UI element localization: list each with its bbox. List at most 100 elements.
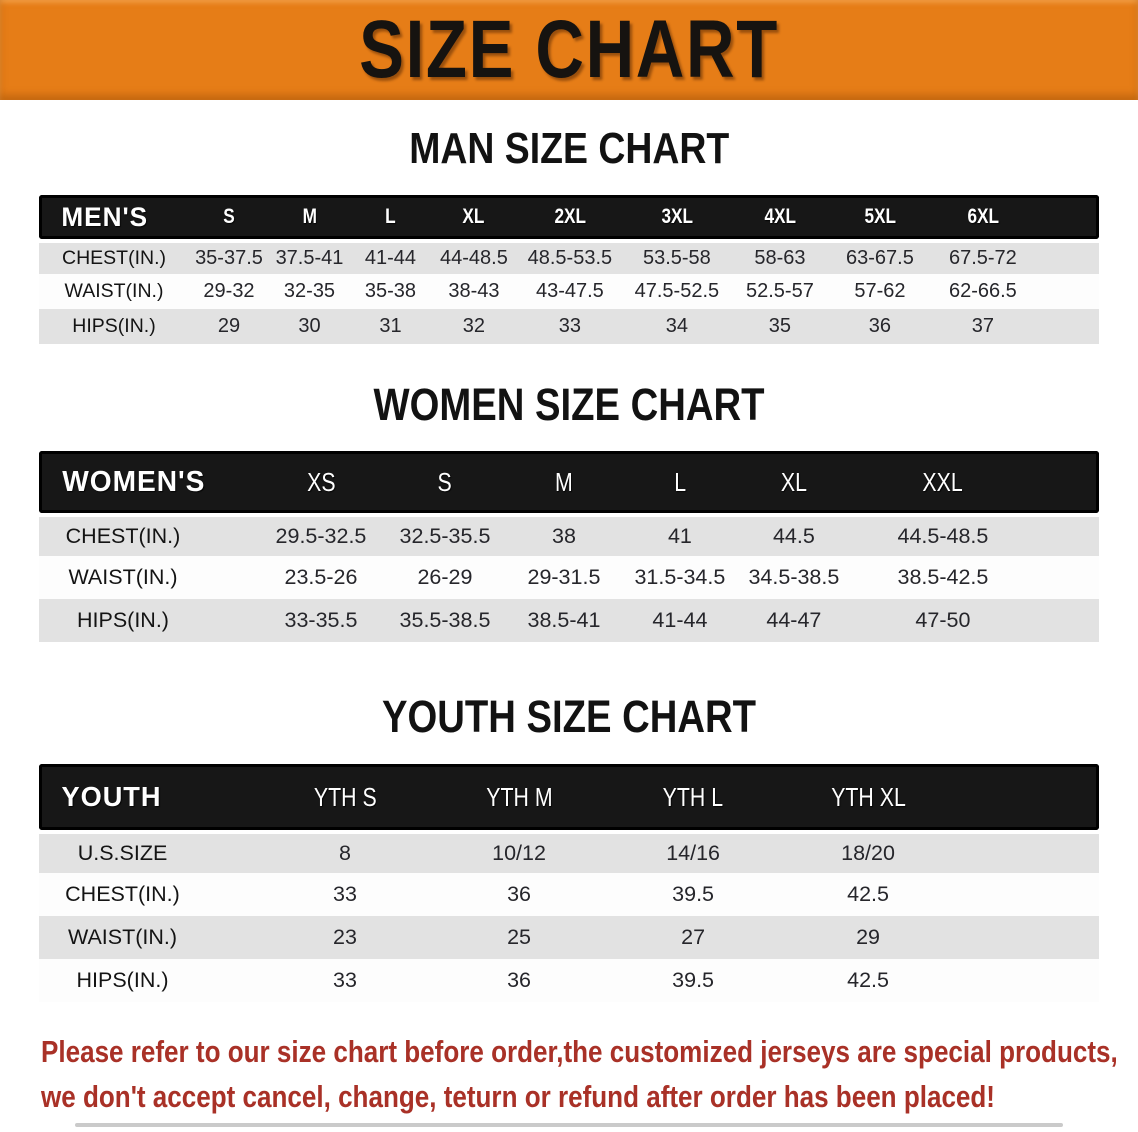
size-value-cell: 38-43	[430, 274, 517, 309]
size-value-cell: 23	[257, 916, 433, 959]
spacer-cell	[1034, 309, 1099, 344]
column-header-cell: XS	[258, 451, 383, 513]
row-label-cell: WAIST(IN.)	[39, 274, 189, 309]
size-value-cell: 37	[930, 309, 1035, 344]
column-header-cell: YTH M	[432, 764, 607, 830]
spacer-cell	[1034, 274, 1099, 309]
women-header-row: WOMEN'S XS S M L XL XXL	[39, 451, 1099, 513]
size-value-cell: 58-63	[730, 239, 829, 274]
men-chest-row: CHEST(IN.) 35-37.5 37.5-41 41-44 44-48.5…	[39, 239, 1099, 274]
spacer-cell	[1036, 451, 1099, 513]
size-value-cell: 29-31.5	[506, 556, 621, 599]
spacer-cell	[1036, 556, 1099, 599]
size-value-cell: 38.5-42.5	[848, 556, 1037, 599]
row-label-cell: HIPS(IN.)	[39, 599, 259, 642]
size-value-cell: 44-47	[738, 599, 849, 642]
bottom-divider	[75, 1123, 1063, 1127]
women-hips-row: HIPS(IN.) 33-35.5 35.5-38.5 38.5-41 41-4…	[39, 599, 1099, 642]
order-warning-text: Please refer to our size chart before or…	[41, 1029, 1138, 1119]
spacer-cell	[1034, 239, 1099, 274]
size-value-cell: 47.5-52.5	[622, 274, 731, 309]
size-value-cell: 35	[730, 309, 829, 344]
size-value-cell: 37.5-41	[269, 239, 350, 274]
size-value-cell: 44-48.5	[430, 239, 517, 274]
youth-chest-row: CHEST(IN.) 33 36 39.5 42.5	[39, 873, 1099, 916]
size-value-cell: 33	[257, 959, 433, 1002]
size-value-cell: 29.5-32.5	[258, 513, 383, 556]
size-value-cell: 8	[257, 830, 433, 873]
spacer-cell	[955, 959, 1099, 1002]
women-group-label: WOMEN'S	[39, 451, 259, 513]
warning-line-1: Please refer to our size chart before or…	[41, 1034, 1118, 1069]
size-value-cell: 25	[432, 916, 607, 959]
warning-line-2: we don't accept cancel, change, teturn o…	[41, 1079, 995, 1114]
size-value-cell: 27	[606, 916, 781, 959]
column-header-cell: 3XL	[622, 195, 731, 239]
women-section-heading: WOMEN SIZE CHART	[373, 379, 765, 430]
size-value-cell: 35-37.5	[188, 239, 269, 274]
spacer-cell	[1036, 513, 1099, 556]
size-value-cell: 35-38	[349, 274, 431, 309]
column-header-cell: YTH L	[606, 764, 781, 830]
youth-group-label: YOUTH	[39, 764, 258, 830]
size-value-cell: 41	[620, 513, 739, 556]
size-value-cell: 10/12	[432, 830, 607, 873]
size-value-cell: 30	[269, 309, 350, 344]
size-value-cell: 43-47.5	[516, 274, 623, 309]
row-label-cell: WAIST(IN.)	[39, 556, 259, 599]
size-value-cell: 33-35.5	[258, 599, 383, 642]
row-label-cell: HIPS(IN.)	[39, 309, 189, 344]
men-header-row: MEN'S S M L XL 2XL 3XL 4XL 5XL 6XL	[39, 195, 1099, 239]
men-hips-row: HIPS(IN.) 29 30 31 32 33 34 35 36 37	[39, 309, 1099, 344]
size-value-cell: 31	[349, 309, 431, 344]
column-header-cell: 2XL	[516, 195, 623, 239]
size-value-cell: 52.5-57	[730, 274, 829, 309]
spacer-cell	[1036, 599, 1099, 642]
size-value-cell: 34	[622, 309, 731, 344]
size-value-cell: 33	[516, 309, 623, 344]
size-value-cell: 29-32	[188, 274, 269, 309]
size-value-cell: 23.5-26	[258, 556, 383, 599]
size-value-cell: 67.5-72	[930, 239, 1035, 274]
column-header-cell: 5XL	[828, 195, 931, 239]
size-value-cell: 39.5	[606, 959, 781, 1002]
column-header-cell: L	[349, 195, 431, 239]
size-value-cell: 36	[432, 959, 607, 1002]
column-header-cell: M	[269, 195, 350, 239]
size-value-cell: 41-44	[349, 239, 431, 274]
size-value-cell: 62-66.5	[930, 274, 1035, 309]
size-value-cell: 32	[430, 309, 517, 344]
column-header-cell: 4XL	[730, 195, 829, 239]
column-header-cell: YTH XL	[780, 764, 956, 830]
column-header-cell: YTH S	[257, 764, 433, 830]
size-value-cell: 29	[188, 309, 269, 344]
size-value-cell: 47-50	[848, 599, 1037, 642]
spacer-cell	[955, 764, 1099, 830]
size-value-cell: 63-67.5	[828, 239, 931, 274]
column-header-cell: M	[506, 451, 621, 513]
row-label-cell: HIPS(IN.)	[39, 959, 258, 1002]
column-header-cell: XL	[430, 195, 517, 239]
size-value-cell: 44.5	[738, 513, 849, 556]
men-size-table: MEN'S S M L XL 2XL 3XL 4XL 5XL 6XL CHEST…	[39, 195, 1099, 344]
column-header-cell: XL	[738, 451, 849, 513]
women-chest-row: CHEST(IN.) 29.5-32.5 32.5-35.5 38 41 44.…	[39, 513, 1099, 556]
size-value-cell: 33	[257, 873, 433, 916]
size-value-cell: 38.5-41	[506, 599, 621, 642]
row-label-cell: CHEST(IN.)	[39, 873, 258, 916]
men-section-heading: MAN SIZE CHART	[409, 124, 729, 173]
banner-title: SIZE CHART	[359, 4, 779, 95]
women-waist-row: WAIST(IN.) 23.5-26 26-29 29-31.5 31.5-34…	[39, 556, 1099, 599]
youth-section-heading: YOUTH SIZE CHART	[381, 691, 756, 742]
row-label-cell: CHEST(IN.)	[39, 513, 259, 556]
size-value-cell: 42.5	[780, 873, 956, 916]
size-value-cell: 32-35	[269, 274, 350, 309]
size-value-cell: 42.5	[780, 959, 956, 1002]
size-value-cell: 57-62	[828, 274, 931, 309]
size-value-cell: 29	[780, 916, 956, 959]
column-header-cell: 6XL	[930, 195, 1035, 239]
men-waist-row: WAIST(IN.) 29-32 32-35 35-38 38-43 43-47…	[39, 274, 1099, 309]
size-value-cell: 36	[432, 873, 607, 916]
size-value-cell: 39.5	[606, 873, 781, 916]
